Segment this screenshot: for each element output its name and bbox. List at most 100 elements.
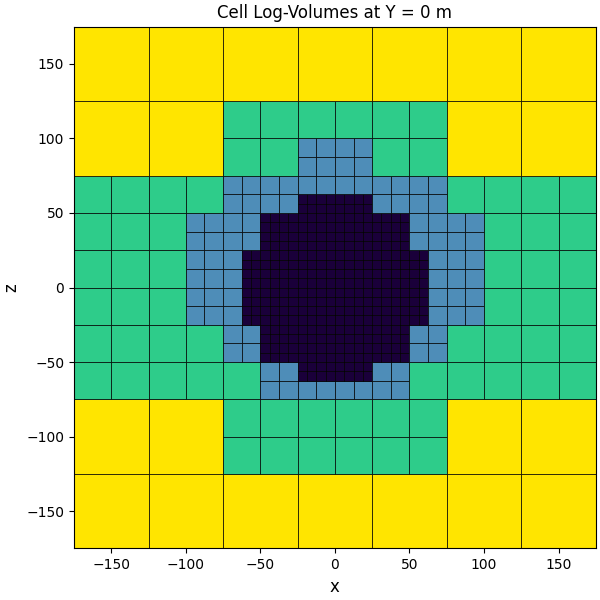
Bar: [353, 269, 363, 278]
Bar: [307, 269, 316, 278]
Bar: [521, 474, 596, 548]
Bar: [447, 325, 484, 362]
Bar: [316, 250, 326, 260]
Bar: [223, 250, 242, 269]
Bar: [307, 194, 316, 203]
Bar: [298, 269, 307, 278]
Bar: [326, 316, 335, 325]
Bar: [335, 297, 344, 306]
Bar: [344, 260, 353, 269]
Bar: [400, 250, 409, 260]
Bar: [372, 343, 382, 353]
Bar: [447, 474, 521, 548]
Bar: [74, 474, 149, 548]
Bar: [242, 250, 251, 260]
Bar: [298, 26, 372, 101]
Bar: [344, 362, 353, 371]
Bar: [260, 101, 298, 139]
Bar: [298, 334, 307, 343]
Bar: [372, 437, 409, 474]
Bar: [316, 297, 326, 306]
Bar: [307, 203, 316, 213]
Bar: [353, 371, 363, 381]
Bar: [223, 437, 260, 474]
Bar: [400, 306, 409, 316]
Bar: [223, 101, 260, 139]
Bar: [344, 250, 353, 260]
Bar: [335, 101, 372, 139]
Bar: [316, 278, 326, 287]
Bar: [223, 325, 242, 343]
Bar: [326, 353, 335, 362]
Bar: [74, 176, 111, 213]
Bar: [428, 325, 447, 343]
Bar: [335, 325, 344, 334]
Bar: [251, 260, 260, 269]
Bar: [484, 250, 521, 287]
Bar: [279, 362, 298, 381]
Bar: [428, 306, 447, 325]
Bar: [372, 362, 391, 381]
Bar: [260, 334, 269, 343]
Bar: [298, 176, 316, 194]
Bar: [269, 241, 279, 250]
Bar: [382, 306, 391, 316]
Bar: [269, 250, 279, 260]
Bar: [372, 278, 382, 287]
Bar: [279, 222, 288, 232]
Bar: [344, 287, 353, 297]
Bar: [298, 260, 307, 269]
Bar: [242, 306, 251, 316]
Bar: [391, 241, 400, 250]
Bar: [316, 232, 326, 241]
Bar: [316, 213, 326, 222]
Bar: [298, 101, 335, 139]
Bar: [391, 287, 400, 297]
Bar: [353, 139, 372, 157]
Bar: [74, 26, 149, 101]
Bar: [363, 194, 372, 203]
Bar: [326, 297, 335, 306]
Bar: [382, 269, 391, 278]
Bar: [111, 250, 149, 287]
Bar: [260, 306, 269, 316]
Bar: [205, 306, 223, 325]
Bar: [521, 213, 559, 250]
Bar: [279, 232, 288, 241]
Bar: [335, 194, 344, 203]
Bar: [372, 400, 409, 437]
Bar: [391, 232, 400, 241]
Bar: [307, 213, 316, 222]
Bar: [279, 250, 288, 260]
Bar: [242, 343, 260, 362]
Bar: [363, 260, 372, 269]
Bar: [279, 334, 288, 343]
Bar: [316, 371, 326, 381]
Bar: [316, 241, 326, 250]
Bar: [223, 26, 298, 101]
Bar: [149, 362, 186, 400]
Bar: [466, 213, 484, 232]
Bar: [316, 222, 326, 232]
Bar: [335, 306, 344, 316]
Bar: [391, 297, 400, 306]
Bar: [363, 297, 372, 306]
Bar: [186, 232, 205, 250]
Bar: [372, 26, 447, 101]
Bar: [298, 371, 307, 381]
Bar: [149, 176, 186, 213]
Bar: [298, 343, 307, 353]
Bar: [428, 232, 447, 250]
Bar: [307, 287, 316, 297]
Bar: [269, 343, 279, 353]
Bar: [391, 334, 400, 343]
Bar: [353, 232, 363, 241]
Bar: [335, 381, 353, 400]
Bar: [223, 194, 242, 213]
Bar: [298, 381, 316, 400]
Bar: [288, 269, 298, 278]
Bar: [288, 325, 298, 334]
Bar: [74, 325, 111, 362]
Bar: [279, 325, 288, 334]
Bar: [326, 194, 335, 203]
